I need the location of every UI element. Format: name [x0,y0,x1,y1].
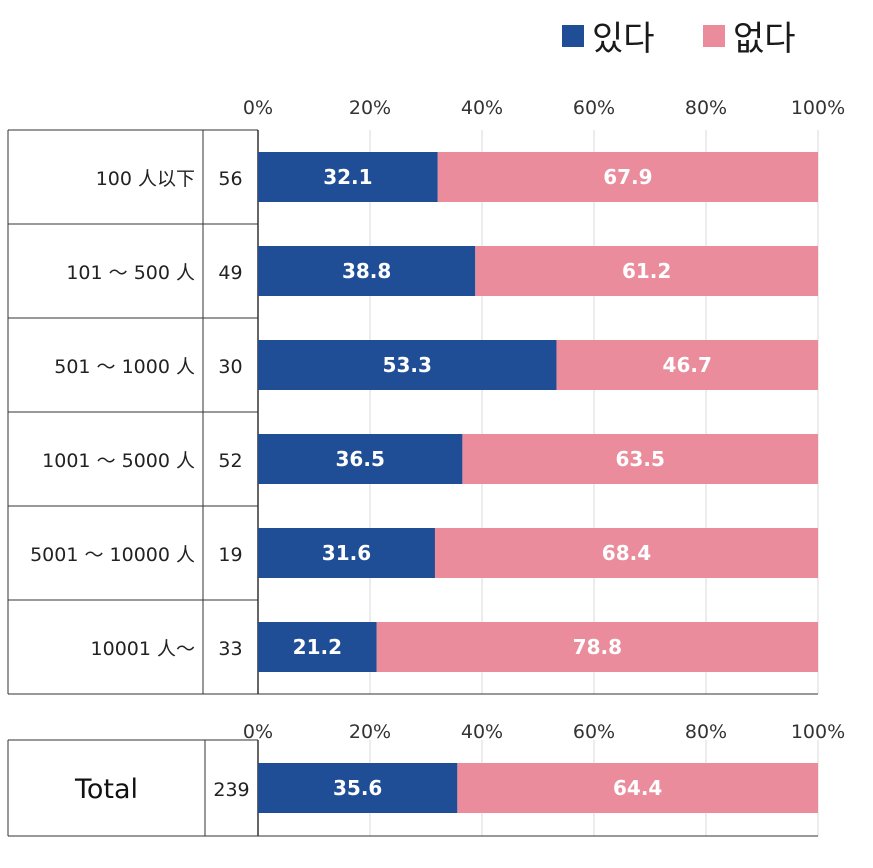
category-label: Total [74,774,138,805]
x-tick-label: 0% [243,721,273,743]
category-label: 1001 〜 5000 人 [42,450,195,472]
data-label: 35.6 [333,776,382,800]
bar-segment-no [457,763,818,813]
x-tick-label: 80% [685,721,727,743]
category-label: 5001 〜 10000 人 [30,544,195,566]
category-label: 501 〜 1000 人 [54,356,195,378]
legend: 있다 없다 [562,19,796,59]
bar-segment-yes [258,622,377,672]
data-label: 61.2 [622,259,671,283]
category-label: 10001 人〜 [91,638,195,660]
bar-segment-yes [258,763,458,813]
data-label: 32.1 [323,165,372,189]
sample-size: 30 [218,356,242,378]
bar-segment-no [437,152,818,202]
sample-size: 52 [218,450,242,472]
sample-size: 19 [218,544,242,566]
data-label: 21.2 [293,635,342,659]
bar-segment-no [475,246,818,296]
bar-segment-yes [258,528,435,578]
legend-label-no: 없다 [733,19,796,59]
bar-segment-yes [258,340,557,390]
data-label: 64.4 [613,776,662,800]
bar-segment-no [376,622,818,672]
x-tick-label: 60% [573,97,615,119]
legend-label-yes: 있다 [592,19,655,59]
data-label: 38.8 [342,259,391,283]
sample-size: 33 [218,638,242,660]
category-label: 101 〜 500 人 [66,262,195,284]
x-tick-label: 20% [349,97,391,119]
category-label: 100 人以下 [96,168,195,190]
data-label: 68.4 [602,541,651,565]
legend-swatch-no [703,25,725,47]
sample-size: 239 [213,779,249,801]
bar-segment-no [556,340,818,390]
bar-segment-yes [258,152,438,202]
bar-segment-no [462,434,818,484]
x-tick-label: 80% [685,97,727,119]
x-tick-label: 20% [349,721,391,743]
bar-segment-yes [258,246,476,296]
x-tick-label: 100% [791,721,845,743]
data-label: 63.5 [616,447,665,471]
x-tick-label: 40% [461,721,503,743]
x-tick-label: 60% [573,721,615,743]
bar-segment-no [434,528,818,578]
data-label: 53.3 [383,353,432,377]
sample-size: 49 [218,262,242,284]
sample-size: 56 [218,168,242,190]
data-label: 78.8 [573,635,622,659]
data-label: 46.7 [663,353,712,377]
legend-swatch-yes [562,25,584,47]
data-label: 36.5 [336,447,385,471]
data-label: 31.6 [322,541,371,565]
x-tick-label: 0% [243,97,273,119]
x-tick-label: 40% [461,97,503,119]
data-label: 67.9 [603,165,652,189]
bar-segment-yes [258,434,463,484]
x-tick-label: 100% [791,97,845,119]
